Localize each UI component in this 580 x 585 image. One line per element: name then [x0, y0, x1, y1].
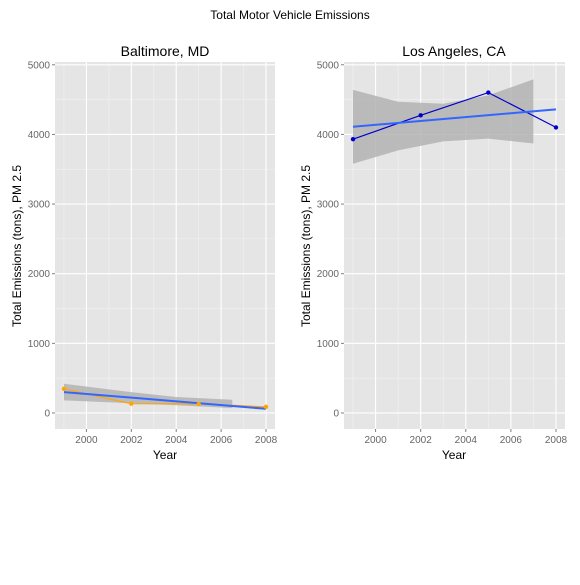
data-point: [486, 90, 491, 95]
x-tick-label: 2004: [455, 435, 478, 446]
data-point: [263, 404, 269, 410]
y-tick-label: 5000: [317, 60, 340, 71]
series-line: [352, 91, 557, 140]
x-axis-label: Year: [153, 448, 177, 462]
y-tick-label: 1000: [317, 339, 340, 350]
data-point: [129, 401, 134, 406]
y-tick-label: 4000: [317, 130, 340, 141]
x-tick-label: 2006: [210, 435, 233, 446]
trend-line: [63, 391, 267, 410]
y-tick-label: 3000: [317, 200, 340, 211]
x-tick-label: 2002: [120, 435, 143, 446]
chart-title: Total Motor Vehicle Emissions: [210, 8, 369, 22]
y-tick-label: 2000: [28, 269, 51, 280]
x-tick-label: 2002: [410, 435, 433, 446]
x-tick-label: 2006: [500, 435, 523, 446]
y-tick-label: 2000: [317, 269, 340, 280]
facet-title: Baltimore, MD: [121, 43, 210, 59]
y-axis-label: Total Emissions (tons), PM 2.5: [299, 165, 313, 327]
confidence-band: [353, 79, 534, 164]
x-tick-label: 2004: [165, 435, 188, 446]
facet-title: Los Angeles, CA: [402, 43, 506, 59]
facet-baltimore: Baltimore, MD Year Total Emissions (tons…: [10, 43, 278, 462]
y-tick-label: 0: [44, 408, 50, 419]
facet-los-angeles: Los Angeles, CA Year Total Emissions (to…: [299, 43, 568, 462]
data-point: [418, 113, 423, 118]
data-point: [553, 125, 559, 130]
x-tick-label: 2000: [75, 435, 98, 446]
y-tick-label: 3000: [28, 200, 51, 211]
x-tick-label: 2000: [364, 435, 387, 446]
y-tick-label: 4000: [28, 130, 51, 141]
x-tick-label: 2008: [255, 435, 278, 446]
data-point: [196, 401, 201, 407]
x-axis-label: Year: [442, 448, 466, 462]
trend-line: [352, 108, 557, 128]
y-tick-label: 5000: [28, 60, 51, 71]
data-point: [61, 386, 67, 392]
data-point: [350, 137, 356, 142]
y-tick-label: 0: [333, 408, 339, 419]
y-axis-label: Total Emissions (tons), PM 2.5: [10, 165, 24, 327]
y-tick-label: 1000: [28, 339, 51, 350]
x-tick-label: 2008: [545, 435, 568, 446]
panel-background: [55, 62, 275, 429]
